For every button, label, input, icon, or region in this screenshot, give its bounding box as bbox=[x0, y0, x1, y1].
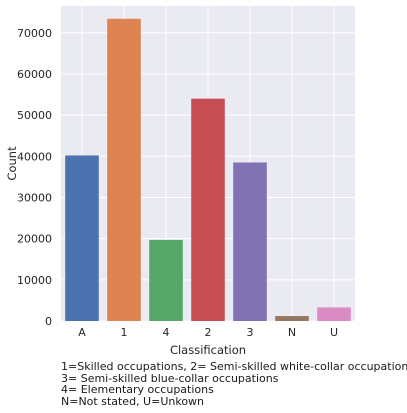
x-tick-label: U bbox=[330, 326, 338, 339]
bars bbox=[65, 18, 351, 321]
x-tick-label: A bbox=[78, 326, 86, 339]
bar-chart: 0 10000 20000 30000 40000 50000 60000 70000 A 1 4… bbox=[5, 6, 355, 357]
caption-line: 4= Elementary occupations bbox=[61, 383, 214, 397]
bar-U bbox=[317, 307, 351, 321]
x-tick-label: N bbox=[288, 326, 296, 339]
x-tick-labels: A 1 4 2 3 N U bbox=[78, 326, 338, 339]
y-tick-labels: 0 10000 20000 30000 40000 50000 60000 70000 bbox=[17, 27, 52, 328]
x-tick-label: 1 bbox=[121, 326, 128, 339]
bar-4 bbox=[149, 239, 183, 321]
y-tick-label: 70000 bbox=[17, 27, 52, 40]
x-axis-label: Classification bbox=[170, 343, 246, 357]
caption-line: 3= Semi-skilled blue-collar occupations bbox=[61, 371, 279, 385]
bar-1 bbox=[107, 18, 141, 321]
y-tick-label: 0 bbox=[45, 315, 52, 328]
bar-2 bbox=[191, 98, 225, 321]
y-tick-label: 40000 bbox=[17, 150, 52, 163]
y-axis-label: Count bbox=[5, 146, 19, 181]
x-tick-label: 3 bbox=[247, 326, 254, 339]
x-tick-label: 2 bbox=[205, 326, 212, 339]
y-tick-label: 30000 bbox=[17, 191, 52, 204]
caption-line: 1=Skilled occupations, 2= Semi-skilled w… bbox=[61, 360, 407, 373]
y-tick-label: 50000 bbox=[17, 109, 52, 122]
y-tick-label: 10000 bbox=[17, 274, 52, 287]
y-tick-label: 60000 bbox=[17, 68, 52, 81]
y-tick-label: 20000 bbox=[17, 233, 52, 246]
x-tick-label: 4 bbox=[163, 326, 170, 339]
caption-line: N=Not stated, U=Unkown bbox=[61, 394, 205, 408]
bar-3 bbox=[233, 162, 267, 321]
bar-A bbox=[65, 155, 99, 321]
bar-N bbox=[275, 316, 309, 321]
caption: 1=Skilled occupations, 2= Semi-skilled w… bbox=[61, 361, 407, 407]
